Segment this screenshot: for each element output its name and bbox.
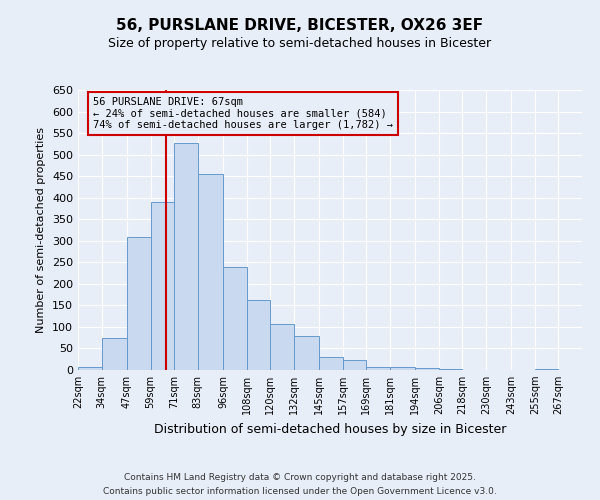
- Bar: [78, 366, 101, 370]
- Text: Contains public sector information licensed under the Open Government Licence v3: Contains public sector information licen…: [103, 488, 497, 496]
- Bar: [390, 366, 415, 370]
- Bar: [439, 369, 463, 370]
- Text: 56, PURSLANE DRIVE, BICESTER, OX26 3EF: 56, PURSLANE DRIVE, BICESTER, OX26 3EF: [116, 18, 484, 32]
- Bar: [535, 369, 559, 370]
- Bar: [127, 238, 151, 370]
- X-axis label: Distribution of semi-detached houses by size in Bicester: Distribution of semi-detached houses by …: [154, 422, 506, 436]
- Bar: [415, 368, 439, 370]
- Bar: [366, 366, 390, 370]
- Y-axis label: Number of semi-detached properties: Number of semi-detached properties: [37, 127, 46, 333]
- Bar: [343, 360, 366, 370]
- Bar: [270, 324, 294, 370]
- Bar: [174, 143, 197, 370]
- Bar: [101, 338, 127, 370]
- Text: Size of property relative to semi-detached houses in Bicester: Size of property relative to semi-detach…: [109, 38, 491, 51]
- Bar: [197, 174, 223, 370]
- Text: Contains HM Land Registry data © Crown copyright and database right 2025.: Contains HM Land Registry data © Crown c…: [124, 472, 476, 482]
- Bar: [151, 202, 174, 370]
- Bar: [247, 300, 270, 370]
- Bar: [294, 336, 319, 370]
- Text: 56 PURSLANE DRIVE: 67sqm
← 24% of semi-detached houses are smaller (584)
74% of : 56 PURSLANE DRIVE: 67sqm ← 24% of semi-d…: [93, 97, 393, 130]
- Bar: [319, 357, 343, 370]
- Bar: [223, 268, 247, 370]
